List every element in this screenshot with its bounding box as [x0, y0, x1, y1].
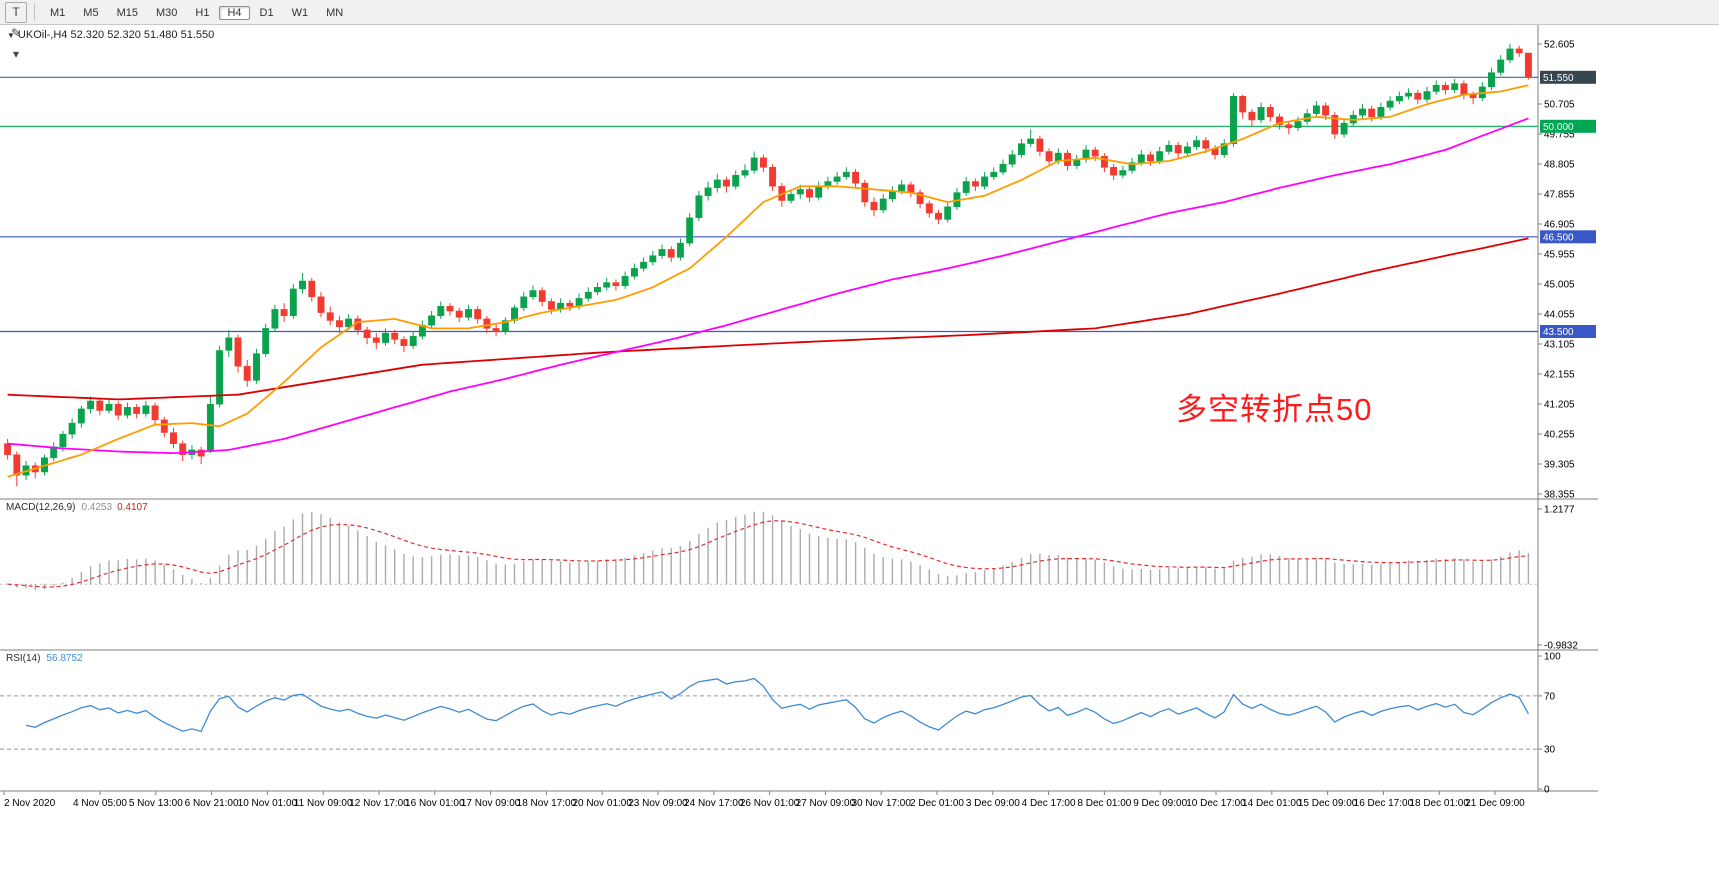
ma-slow-line: [7, 237, 1529, 401]
toolbar-separator: [34, 3, 35, 21]
svg-text:44.055: 44.055: [1544, 310, 1575, 321]
svg-text:45.955: 45.955: [1544, 250, 1575, 261]
svg-text:17 Nov 09:00: 17 Nov 09:00: [461, 798, 521, 809]
tf-button-h4[interactable]: H4: [219, 5, 250, 20]
svg-text:38.355: 38.355: [1544, 490, 1575, 501]
svg-text:50.000: 50.000: [1543, 122, 1574, 133]
svg-text:21 Dec 09:00: 21 Dec 09:00: [1465, 798, 1525, 809]
svg-text:23 Nov 09:00: 23 Nov 09:00: [628, 798, 688, 809]
tf-button-w1[interactable]: W1: [291, 6, 309, 19]
svg-text:45.005: 45.005: [1544, 280, 1575, 291]
svg-text:20 Nov 01:00: 20 Nov 01:00: [572, 798, 632, 809]
draw-tool-button[interactable]: ✎: [10, 26, 22, 40]
svg-text:1.2177: 1.2177: [1544, 505, 1575, 516]
tf-button-mn[interactable]: MN: [326, 6, 344, 19]
svg-text:50.705: 50.705: [1544, 100, 1575, 111]
horizontal-lines[interactable]: [0, 76, 1538, 333]
tf-button-m30[interactable]: M30: [155, 6, 178, 19]
svg-text:-0.9832: -0.9832: [1544, 641, 1578, 652]
ma-mid-line: [7, 117, 1529, 455]
svg-text:12 Nov 17:00: 12 Nov 17:00: [349, 798, 409, 809]
svg-text:16 Nov 01:00: 16 Nov 01:00: [405, 798, 465, 809]
svg-text:24 Nov 17:00: 24 Nov 17:00: [684, 798, 744, 809]
price-badge-46.500: [1540, 230, 1596, 244]
svg-text:16 Dec 17:00: 16 Dec 17:00: [1354, 798, 1414, 809]
tf-button-m5[interactable]: M5: [83, 6, 99, 19]
price-badge-51.550: [1540, 70, 1596, 84]
svg-text:18 Dec 01:00: 18 Dec 01:00: [1409, 798, 1469, 809]
svg-text:43.500: 43.500: [1543, 327, 1574, 338]
svg-text:100: 100: [1544, 652, 1561, 663]
svg-text:4 Nov 05:00: 4 Nov 05:00: [73, 798, 127, 809]
tf-button-d1[interactable]: D1: [259, 6, 274, 19]
svg-text:14 Dec 01:00: 14 Dec 01:00: [1242, 798, 1302, 809]
svg-text:18 Nov 17:00: 18 Nov 17:00: [517, 798, 577, 809]
macd-panel: 1.2177 -0.9832: [0, 505, 1578, 652]
svg-text:11 Nov 09:00: 11 Nov 09:00: [294, 798, 353, 809]
svg-text:27 Nov 09:00: 27 Nov 09:00: [796, 798, 856, 809]
svg-text:42.155: 42.155: [1544, 370, 1575, 381]
svg-text:10 Nov 01:00: 10 Nov 01:00: [238, 798, 298, 809]
svg-text:10 Dec 17:00: 10 Dec 17:00: [1186, 798, 1246, 809]
svg-text:39.305: 39.305: [1544, 460, 1575, 471]
toolbar-tools: ≣AT✎▾: [4, 0, 28, 65]
svg-text:0: 0: [1544, 785, 1550, 796]
svg-text:70: 70: [1544, 691, 1556, 702]
svg-text:46.500: 46.500: [1543, 232, 1574, 243]
price-badge-43.500: [1540, 325, 1596, 338]
timeframe-group: M1 M5 M15 M30 H1 H4 D1 W1 MN: [41, 3, 352, 22]
svg-text:15 Dec 09:00: 15 Dec 09:00: [1298, 798, 1358, 809]
panel-borders: [0, 25, 1598, 792]
svg-text:8 Dec 01:00: 8 Dec 01:00: [1077, 798, 1131, 809]
tf-button-m1[interactable]: M1: [50, 6, 66, 19]
macd-signal-line: [7, 520, 1529, 588]
chart-canvas[interactable]: 52.605 50.705 49.755 48.805 47.855 46.905 45.9…: [0, 25, 1719, 895]
svg-text:9 Dec 09:00: 9 Dec 09:00: [1133, 798, 1187, 809]
tool-dropdown-arrow[interactable]: ▾: [12, 47, 20, 61]
svg-text:6 Nov 21:00: 6 Nov 21:00: [185, 798, 239, 809]
svg-text:41.205: 41.205: [1544, 400, 1575, 411]
svg-text:40.255: 40.255: [1544, 430, 1575, 441]
svg-text:52.605: 52.605: [1544, 40, 1575, 51]
text-label-tool-button[interactable]: T: [5, 1, 27, 23]
svg-text:30 Nov 17:00: 30 Nov 17:00: [851, 798, 911, 809]
price-axis[interactable]: 52.605 50.705 49.755 48.805 47.855 46.905 45.9…: [1538, 40, 1596, 501]
svg-text:5 Nov 13:00: 5 Nov 13:00: [129, 798, 183, 809]
macd-histogram: [6, 511, 1530, 591]
svg-text:49.755: 49.755: [1544, 130, 1575, 141]
tf-button-m15[interactable]: M15: [116, 6, 138, 19]
svg-text:2 Nov 2020: 2 Nov 2020: [4, 798, 56, 809]
time-axis[interactable]: 2 Nov 2020 4 Nov 05:00 5 Nov 13:00 6 Nov 21…: [3, 791, 1525, 809]
svg-text:30: 30: [1544, 745, 1556, 756]
svg-text:3 Dec 09:00: 3 Dec 09:00: [966, 798, 1020, 809]
rsi-panel: 100 70 30 0: [0, 652, 1561, 796]
price-badge-50.000: [1540, 119, 1596, 133]
svg-text:51.550: 51.550: [1543, 73, 1574, 84]
tf-button-h1[interactable]: H1: [195, 6, 210, 19]
svg-text:48.805: 48.805: [1544, 160, 1575, 171]
svg-text:4 Dec 17:00: 4 Dec 17:00: [1022, 798, 1076, 809]
ma-fast-line: [7, 84, 1529, 478]
chart-region[interactable]: 52.605 50.705 49.755 48.805 47.855 46.905 45.9…: [0, 25, 1719, 895]
svg-text:26 Nov 01:00: 26 Nov 01:00: [740, 798, 800, 809]
svg-text:46.905: 46.905: [1544, 220, 1575, 231]
svg-text:2 Dec 01:00: 2 Dec 01:00: [910, 798, 964, 809]
svg-text:43.105: 43.105: [1544, 340, 1575, 351]
rsi-line: [25, 677, 1529, 733]
svg-text:47.855: 47.855: [1544, 190, 1575, 201]
